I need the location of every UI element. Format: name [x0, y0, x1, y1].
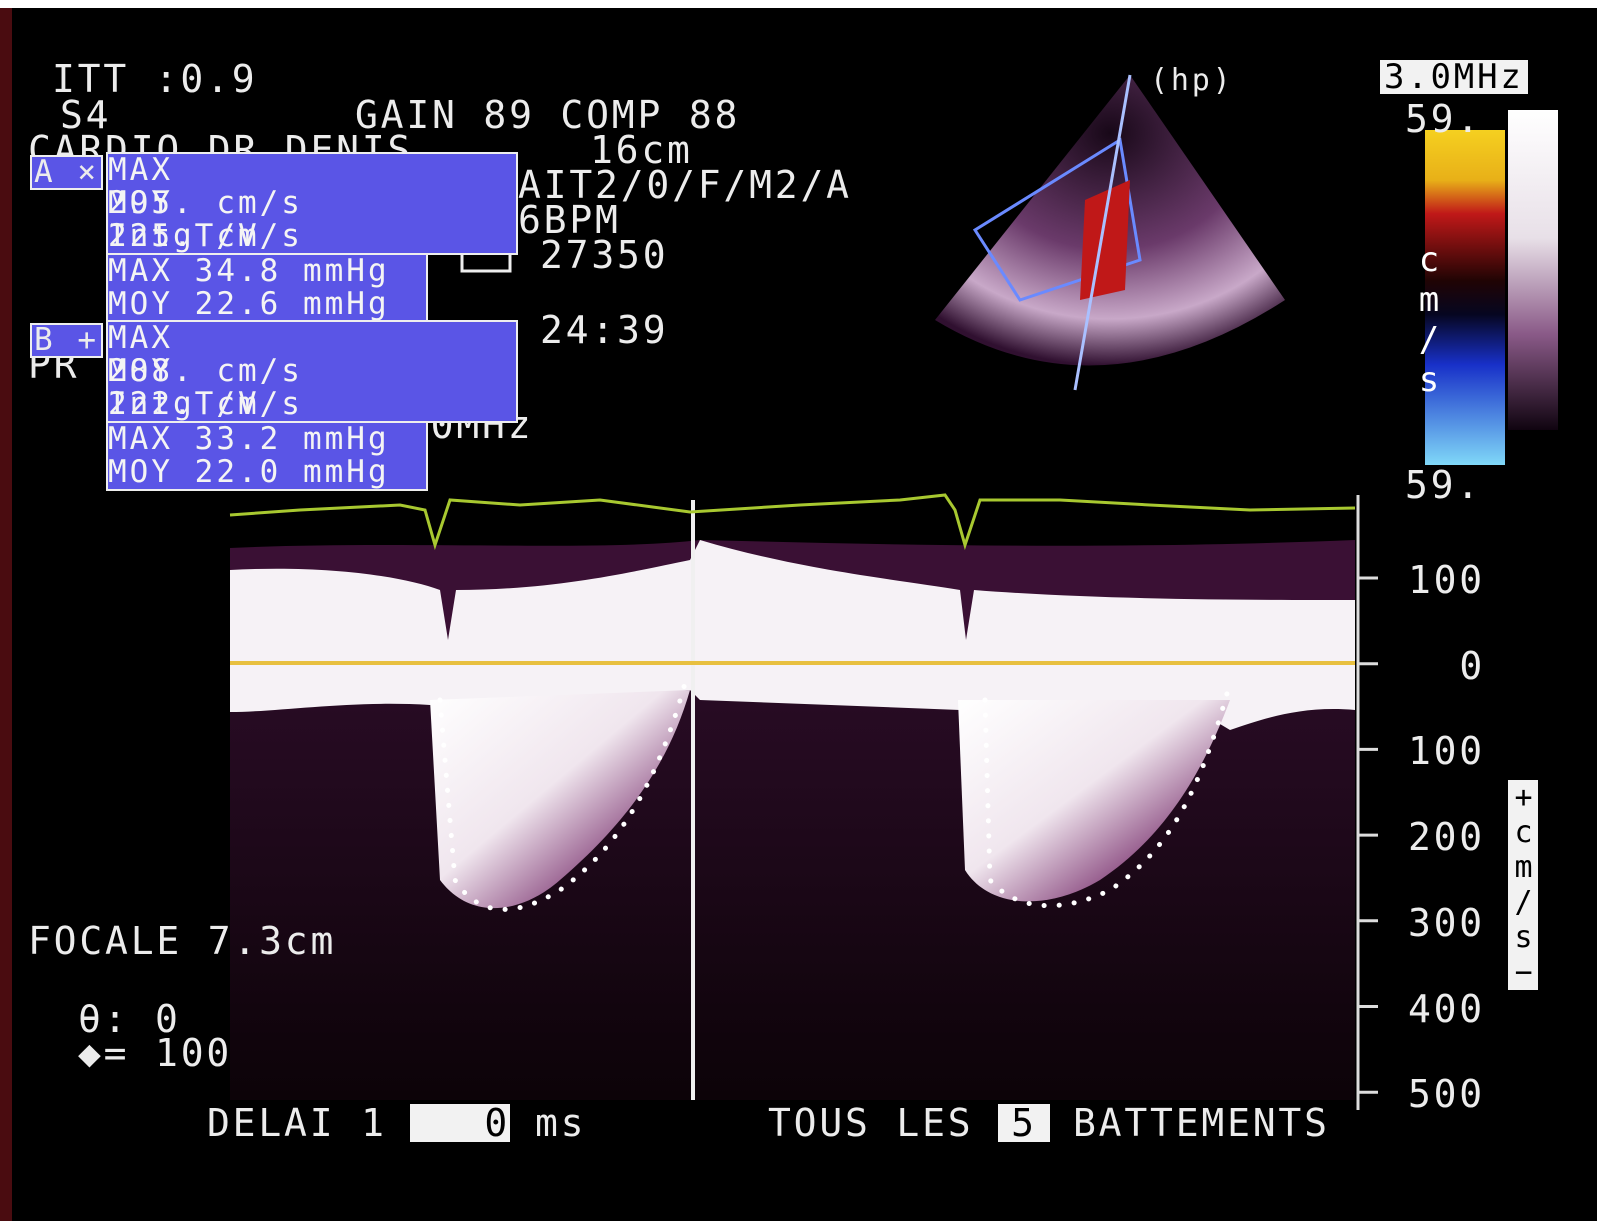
- frequency: 3.0MHz: [1380, 60, 1528, 94]
- tick-label: 200: [1408, 818, 1485, 856]
- tick-label: 100: [1408, 732, 1485, 770]
- tick-label: 500: [1408, 1075, 1485, 1113]
- tick-label: 400: [1408, 990, 1485, 1028]
- measure-row: IntgT/V85.4 cm: [108, 388, 516, 421]
- sector-label: (hp): [1150, 66, 1233, 96]
- cursor-label: B +: [30, 323, 103, 358]
- pressure-row: MOY 22.6 mmHg: [108, 288, 426, 321]
- scale-top: 59.: [1405, 100, 1482, 138]
- velocity-unit: +cm/s−: [1508, 780, 1538, 990]
- tick-label: 300: [1408, 904, 1485, 942]
- pressure-text: MOY 22.6 mmHg: [108, 288, 426, 321]
- measure-name: IntgT/V: [108, 388, 516, 421]
- pressure-row: MAX 33.2 mmHg: [108, 423, 426, 456]
- every-label: TOUS LES: [768, 1104, 973, 1142]
- delay-unit: ms: [535, 1104, 586, 1142]
- tick-label: 100: [1408, 561, 1485, 599]
- pressure-text: MAX 34.8 mmHg: [108, 255, 426, 288]
- screen: ITT :0.9 S4 GAIN 89 COMP 88 CARDIO DR DE…: [0, 0, 1597, 1221]
- color-unit: cm/s: [1412, 240, 1446, 400]
- frame: 27350: [540, 236, 668, 274]
- tick-label: 0: [1459, 647, 1485, 685]
- measure-name: MAX: [108, 322, 516, 355]
- measure-name: MOY: [108, 187, 516, 220]
- measure-name: MAX: [108, 154, 516, 187]
- pressure-row: MOY 22.0 mmHg: [108, 456, 426, 489]
- every-value[interactable]: 5: [998, 1104, 1050, 1142]
- pressure-text: MAX 33.2 mmHg: [108, 423, 426, 456]
- measure-name: IntgT/V: [108, 220, 516, 253]
- cursor-label: A ×: [30, 155, 103, 190]
- scale-bottom: 59.: [1405, 466, 1482, 504]
- step: ◆= 100: [78, 1034, 232, 1072]
- pressure-row: MAX 34.8 mmHg: [108, 255, 426, 288]
- time: 24:39: [540, 311, 668, 349]
- measure-row: IntgT/V84.5 cm: [108, 220, 516, 253]
- pressure-text: MOY 22.0 mmHg: [108, 456, 426, 489]
- delay-label: DELAI 1: [207, 1104, 387, 1142]
- measure-name: MOY: [108, 355, 516, 388]
- every-unit: BATTEMENTS: [1073, 1104, 1330, 1142]
- focal: FOCALE 7.3cm: [28, 922, 336, 960]
- delay-value[interactable]: 0: [410, 1104, 510, 1142]
